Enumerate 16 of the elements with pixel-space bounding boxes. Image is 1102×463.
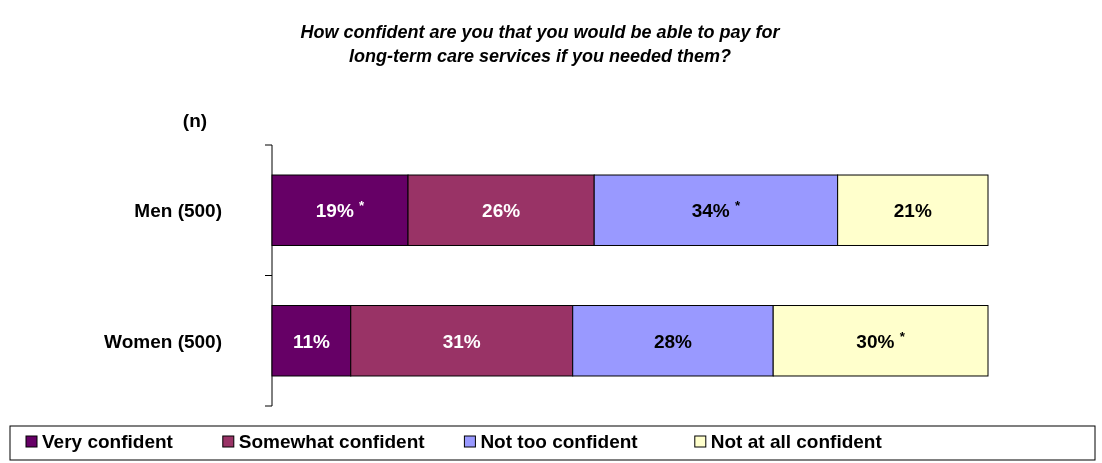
data-label: 19% $^{*}$	[315, 197, 366, 222]
data-label: 28%	[653, 330, 693, 352]
y-axis-title: (n)	[182, 110, 208, 131]
legend-label: Not at all confident	[710, 431, 883, 452]
chart-title: How confident are you that you would be able to pay for long-term care services if you needed them?	[300, 22, 781, 66]
legend-label: Not too confident	[480, 431, 639, 452]
legend-label: Somewhat confident	[238, 431, 426, 452]
data-label: 30% $^{*}$	[856, 328, 906, 352]
data-label: 34% $^{*}$	[691, 197, 741, 222]
y-tick-label: Women (500)	[104, 330, 222, 352]
data-label: 26%	[482, 200, 521, 222]
data-label: 11%	[292, 330, 330, 352]
data-label: 31%	[442, 330, 481, 352]
data-label: 21%	[893, 200, 932, 222]
legend-label: Very confident	[42, 431, 174, 452]
y-tick-label: Men (500)	[134, 200, 222, 222]
